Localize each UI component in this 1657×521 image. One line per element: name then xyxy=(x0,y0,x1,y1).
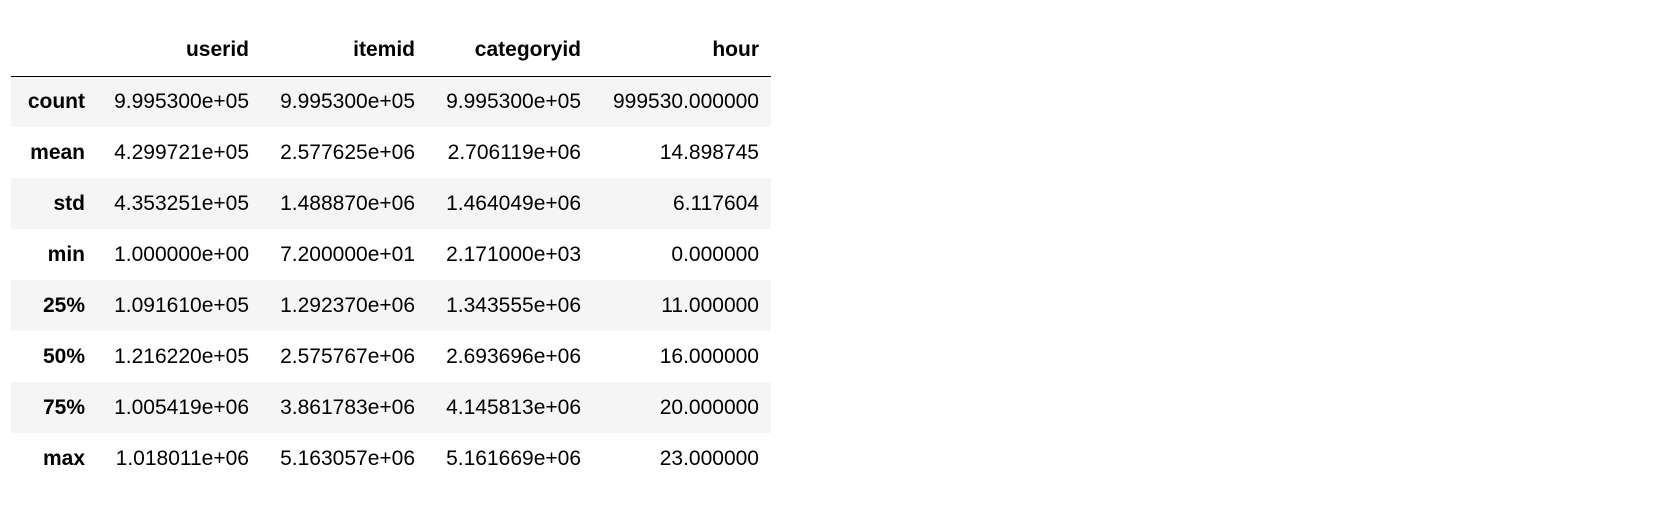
column-header-categoryid: categoryid xyxy=(427,24,593,77)
table-body: count 9.995300e+05 9.995300e+05 9.995300… xyxy=(11,76,771,484)
row-label: max xyxy=(42,446,85,470)
table-cell: 2.575767e+06 xyxy=(280,344,415,368)
table-cell: 11.000000 xyxy=(661,293,759,317)
row-label: count xyxy=(27,89,85,113)
table-cell: 14.898745 xyxy=(659,140,759,164)
table-cell: 1.091610e+05 xyxy=(114,293,249,317)
table-cell: 7.200000e+01 xyxy=(280,242,415,266)
table-cell: 23.000000 xyxy=(659,446,759,470)
table-row: count 9.995300e+05 9.995300e+05 9.995300… xyxy=(11,76,771,127)
table-cell: 9.995300e+05 xyxy=(446,89,581,113)
row-label: std xyxy=(53,191,86,215)
table-cell: 4.145813e+06 xyxy=(446,395,581,419)
table-cell: 6.117604 xyxy=(672,191,759,215)
table-row: max 1.018011e+06 5.163057e+06 5.161669e+… xyxy=(11,433,771,484)
header-row: userid itemid categoryid hour xyxy=(11,24,771,77)
table-cell: 2.706119e+06 xyxy=(447,140,581,164)
table-cell: 1.464049e+06 xyxy=(446,191,581,215)
table-cell: 2.693696e+06 xyxy=(446,344,581,368)
table-cell: 0.000000 xyxy=(671,242,759,266)
table-header: userid itemid categoryid hour xyxy=(11,24,771,77)
column-header-hour: hour xyxy=(593,24,771,77)
table-cell: 9.995300e+05 xyxy=(114,89,249,113)
table-cell: 1.005419e+06 xyxy=(114,395,249,419)
table-cell: 4.299721e+05 xyxy=(114,140,249,164)
table-cell: 4.353251e+05 xyxy=(114,191,249,215)
table-cell: 9.995300e+05 xyxy=(280,89,415,113)
table-cell: 5.163057e+06 xyxy=(280,446,415,470)
table-cell: 1.000000e+00 xyxy=(114,242,249,266)
table-cell: 1.216220e+05 xyxy=(114,344,249,368)
row-label: 25% xyxy=(42,293,85,317)
table-row: std 4.353251e+05 1.488870e+06 1.464049e+… xyxy=(11,178,771,229)
table-row: min 1.000000e+00 7.200000e+01 2.171000e+… xyxy=(11,229,771,280)
describe-table: userid itemid categoryid hour count 9.99… xyxy=(11,24,771,484)
table-cell: 16.000000 xyxy=(659,344,759,368)
table-cell: 999530.000000 xyxy=(613,89,759,113)
table-cell: 1.488870e+06 xyxy=(280,191,415,215)
table-row: 75% 1.005419e+06 3.861783e+06 4.145813e+… xyxy=(11,382,771,433)
table-cell: 2.171000e+03 xyxy=(446,242,581,266)
table-row: 25% 1.091610e+05 1.292370e+06 1.343555e+… xyxy=(11,280,771,331)
table-cell: 2.577625e+06 xyxy=(280,140,415,164)
column-header-itemid: itemid xyxy=(261,24,427,77)
column-header-userid: userid xyxy=(97,24,261,77)
table-cell: 3.861783e+06 xyxy=(280,395,415,419)
row-label: 50% xyxy=(42,344,85,368)
index-header xyxy=(11,24,97,77)
table-cell: 20.000000 xyxy=(659,395,759,419)
table-row: 50% 1.216220e+05 2.575767e+06 2.693696e+… xyxy=(11,331,771,382)
table-cell: 1.343555e+06 xyxy=(446,293,581,317)
table-cell: 5.161669e+06 xyxy=(446,446,581,470)
table-cell: 1.292370e+06 xyxy=(280,293,415,317)
row-label: min xyxy=(47,242,85,266)
table-row: mean 4.299721e+05 2.577625e+06 2.706119e… xyxy=(11,127,771,178)
row-label: mean xyxy=(30,140,85,164)
row-label: 75% xyxy=(42,395,85,419)
table-cell: 1.018011e+06 xyxy=(115,446,249,470)
